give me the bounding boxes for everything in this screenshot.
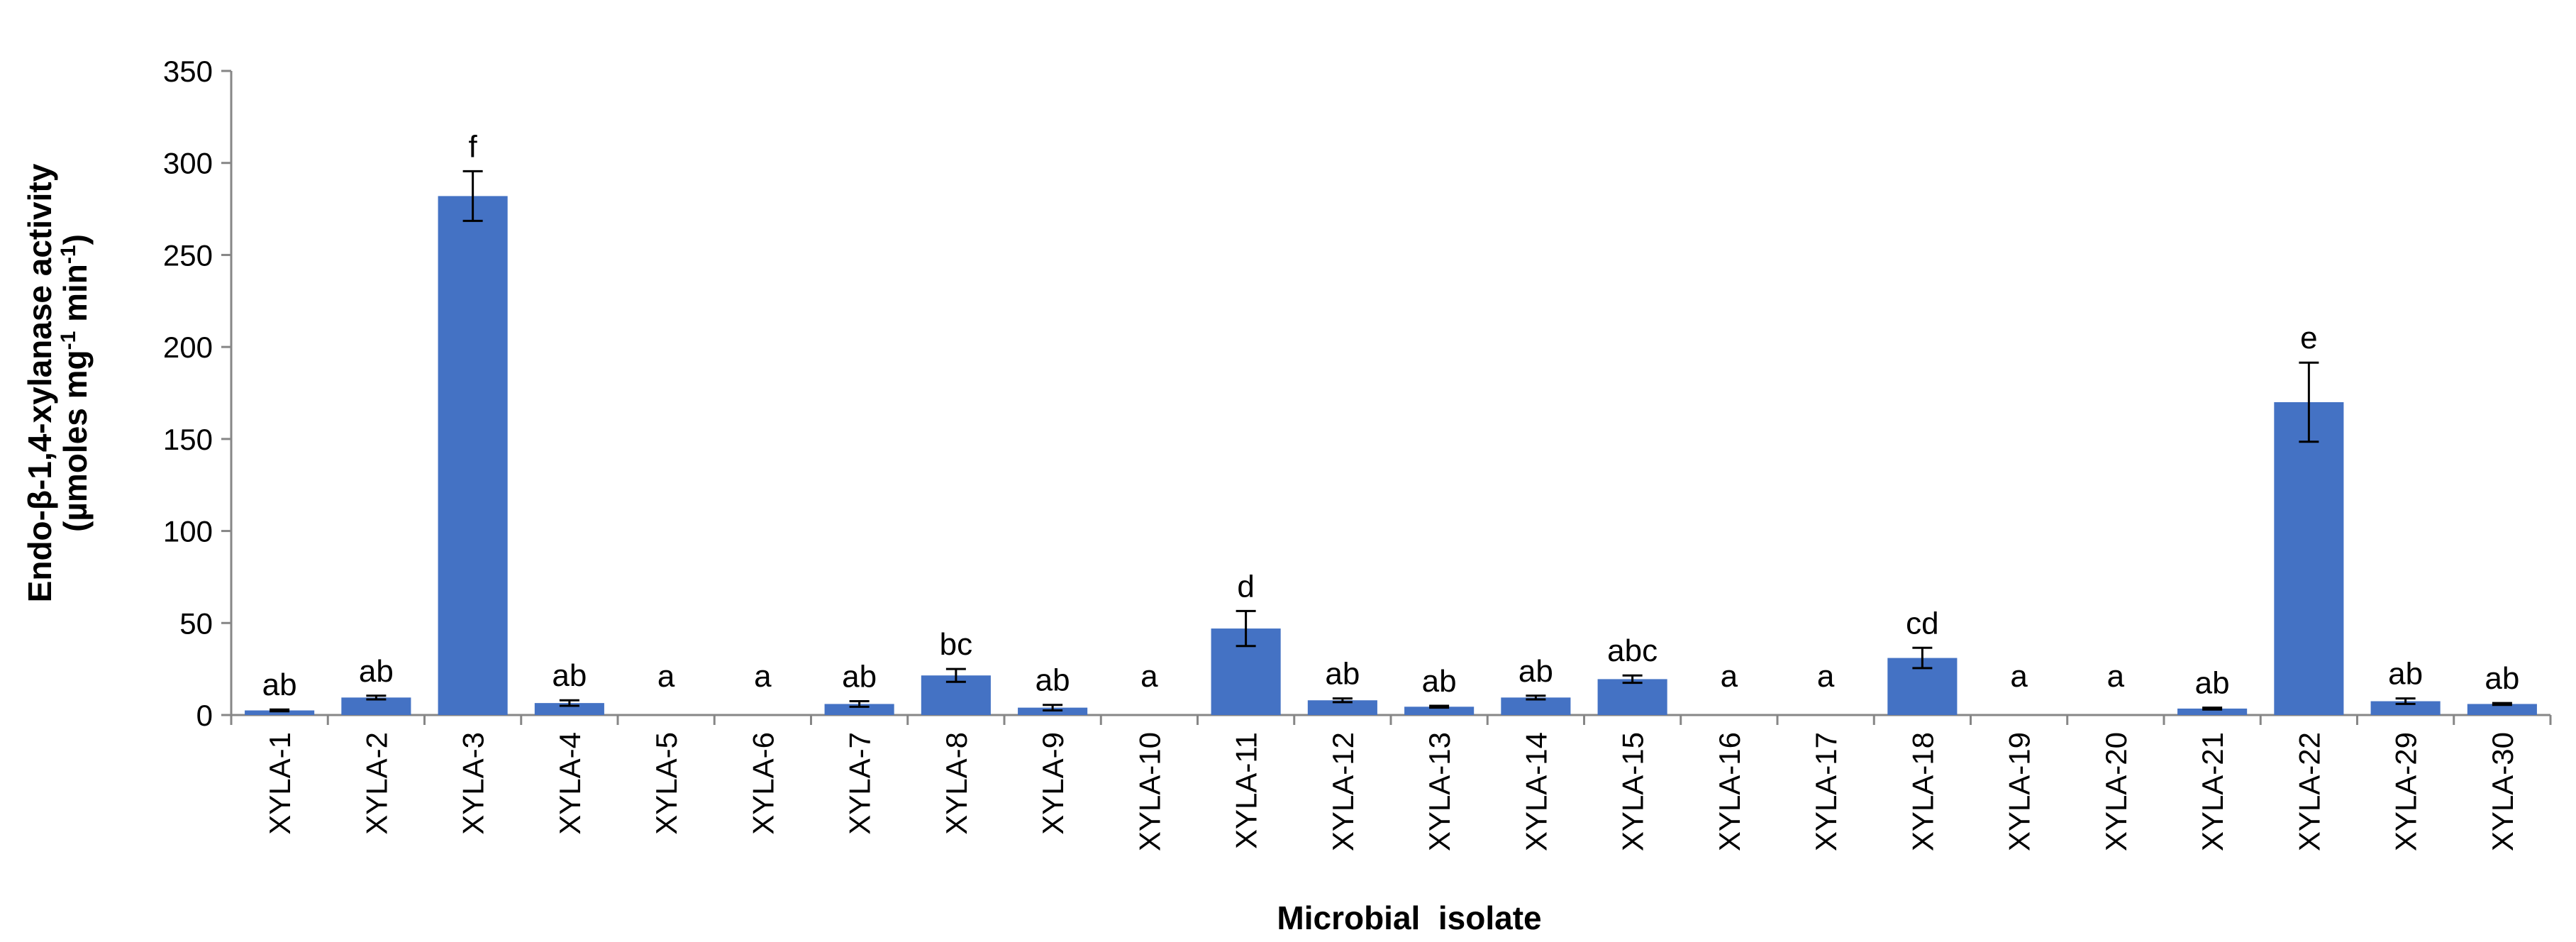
significance-letter: abc — [1607, 633, 1658, 668]
error-bar-xyla-4 — [559, 699, 579, 707]
y-tick-label: 0 — [196, 699, 213, 732]
y-tick-label: 50 — [179, 606, 213, 640]
bar-xyla-7 — [824, 704, 894, 715]
y-axis: 0 50 100 150 200 250 300 350 — [163, 55, 233, 732]
x-tick-label: XYLA-29 — [2389, 732, 2423, 851]
x-tick-label: XYLA-30 — [2486, 732, 2519, 851]
y-tick-label: 250 — [163, 238, 213, 272]
x-tick-label: XYLA-6 — [746, 732, 779, 835]
error-bar-xyla-30 — [2492, 702, 2512, 706]
significance-letter: a — [754, 659, 772, 694]
x-tick-labels-group: XYLA-1 XYLA-2 XYLA-3 XYLA-4 XYLA-5 XYLA-6 XYLA… — [263, 732, 2519, 851]
error-bar-xyla-13 — [1429, 704, 1450, 709]
error-bar-xyla-9 — [1043, 704, 1063, 712]
x-tick-label: XYLA-19 — [2003, 732, 2036, 851]
x-tick-label: XYLA-3 — [457, 732, 490, 835]
bar-xyla-12 — [1307, 700, 1377, 715]
significance-letter: e — [2300, 321, 2317, 355]
bar-xyla-4 — [534, 703, 604, 715]
y-tick-label: 150 — [163, 423, 213, 456]
x-tick-label: XYLA-22 — [2292, 732, 2326, 851]
x-tick-label: XYLA-10 — [1133, 732, 1166, 851]
y-tick-label: 100 — [163, 515, 213, 548]
bars-group — [245, 196, 2537, 715]
bar-xyla-2 — [341, 697, 411, 715]
x-tick-label: XYLA-7 — [843, 732, 877, 835]
significance-letter: f — [469, 129, 478, 164]
significance-letters-group: ab ab f ab a a ab bc ab a d ab ab ab abc a a cd a a ab e ab ab — [262, 129, 2520, 702]
significance-letter: bc — [940, 627, 972, 662]
x-tick-label: XYLA-15 — [1616, 732, 1650, 851]
x-tick-label: XYLA-14 — [1519, 732, 1553, 851]
error-bar-xyla-15 — [1622, 674, 1643, 685]
x-tick-label: XYLA-4 — [553, 732, 587, 835]
error-bar-xyla-14 — [1526, 694, 1546, 701]
error-bar-xyla-8 — [945, 667, 966, 683]
y-tick-label: 350 — [163, 55, 213, 88]
significance-letter: ab — [552, 658, 587, 693]
error-bar-xyla-18 — [1912, 646, 1933, 670]
y-axis-title-line2: (µmoles mg-1 min-1) — [57, 234, 94, 532]
x-tick-label: XYLA-17 — [1809, 732, 1843, 851]
x-axis — [230, 714, 2552, 725]
bar-xyla-1 — [245, 710, 315, 715]
bar-xyla-21 — [2177, 708, 2248, 715]
significance-letter: a — [2107, 659, 2125, 694]
x-tick-label: XYLA-13 — [1423, 732, 1456, 851]
y-axis-title-line1: Endo-β-1,4-xylanase activity — [21, 163, 58, 602]
bar-xyla-15 — [1597, 679, 1667, 715]
bar-xyla-3 — [438, 196, 508, 715]
bar-xyla-29 — [2370, 701, 2441, 715]
y-tick-label: 200 — [163, 331, 213, 364]
bar-xyla-13 — [1404, 706, 1475, 715]
error-bar-xyla-7 — [849, 700, 870, 708]
significance-letter: a — [657, 659, 675, 694]
x-tick-label: XYLA-9 — [1036, 732, 1070, 835]
error-bar-xyla-2 — [366, 694, 387, 701]
significance-letter: ab — [2195, 666, 2230, 701]
significance-letter: ab — [1519, 654, 1553, 689]
x-tick-label: XYLA-16 — [1713, 732, 1746, 851]
x-tick-label: XYLA-18 — [1906, 732, 1939, 851]
significance-letter: a — [2010, 659, 2028, 694]
x-tick-label: XYLA-2 — [360, 732, 393, 835]
x-tick-label: XYLA-11 — [1230, 732, 1263, 849]
error-bar-xyla-12 — [1332, 697, 1353, 704]
error-bar-xyla-3 — [462, 170, 483, 222]
significance-letter: a — [1140, 659, 1158, 694]
x-tick-label: XYLA-8 — [940, 732, 973, 835]
error-bar-xyla-1 — [270, 708, 290, 713]
error-bar-xyla-11 — [1236, 609, 1256, 648]
x-tick-label: XYLA-21 — [2196, 732, 2229, 851]
y-tick-label: 300 — [163, 147, 213, 180]
x-tick-label: XYLA-5 — [650, 732, 683, 835]
significance-letter: ab — [359, 654, 394, 689]
error-bar-xyla-22 — [2299, 361, 2319, 443]
significance-letter: ab — [1325, 657, 1360, 692]
y-axis-title: Endo-β-1,4-xylanase activity (µmoles mg-… — [21, 163, 94, 602]
error-bar-xyla-29 — [2395, 697, 2416, 705]
significance-letter: d — [1237, 569, 1254, 604]
significance-letter: ab — [1422, 664, 1457, 699]
significance-letter: ab — [2388, 657, 2423, 692]
bar-xyla-14 — [1501, 697, 1571, 715]
x-tick-label: XYLA-12 — [1326, 732, 1360, 851]
x-axis-title: Microbial isolate — [1277, 899, 1541, 936]
significance-letter: ab — [2485, 661, 2519, 696]
error-bar-xyla-21 — [2202, 706, 2223, 711]
x-tick-label: XYLA-1 — [263, 732, 296, 835]
bar-xyla-30 — [2467, 704, 2537, 715]
significance-letter: ab — [1036, 663, 1070, 698]
error-bars-group — [270, 170, 2512, 713]
significance-letter: a — [1721, 659, 1738, 694]
significance-letter: cd — [1906, 606, 1938, 641]
significance-letter: a — [1817, 659, 1835, 694]
significance-letter: ab — [842, 660, 877, 694]
x-tick-label: XYLA-20 — [2099, 732, 2133, 851]
bar-xyla-22 — [2274, 401, 2344, 715]
significance-letter: ab — [262, 667, 297, 702]
